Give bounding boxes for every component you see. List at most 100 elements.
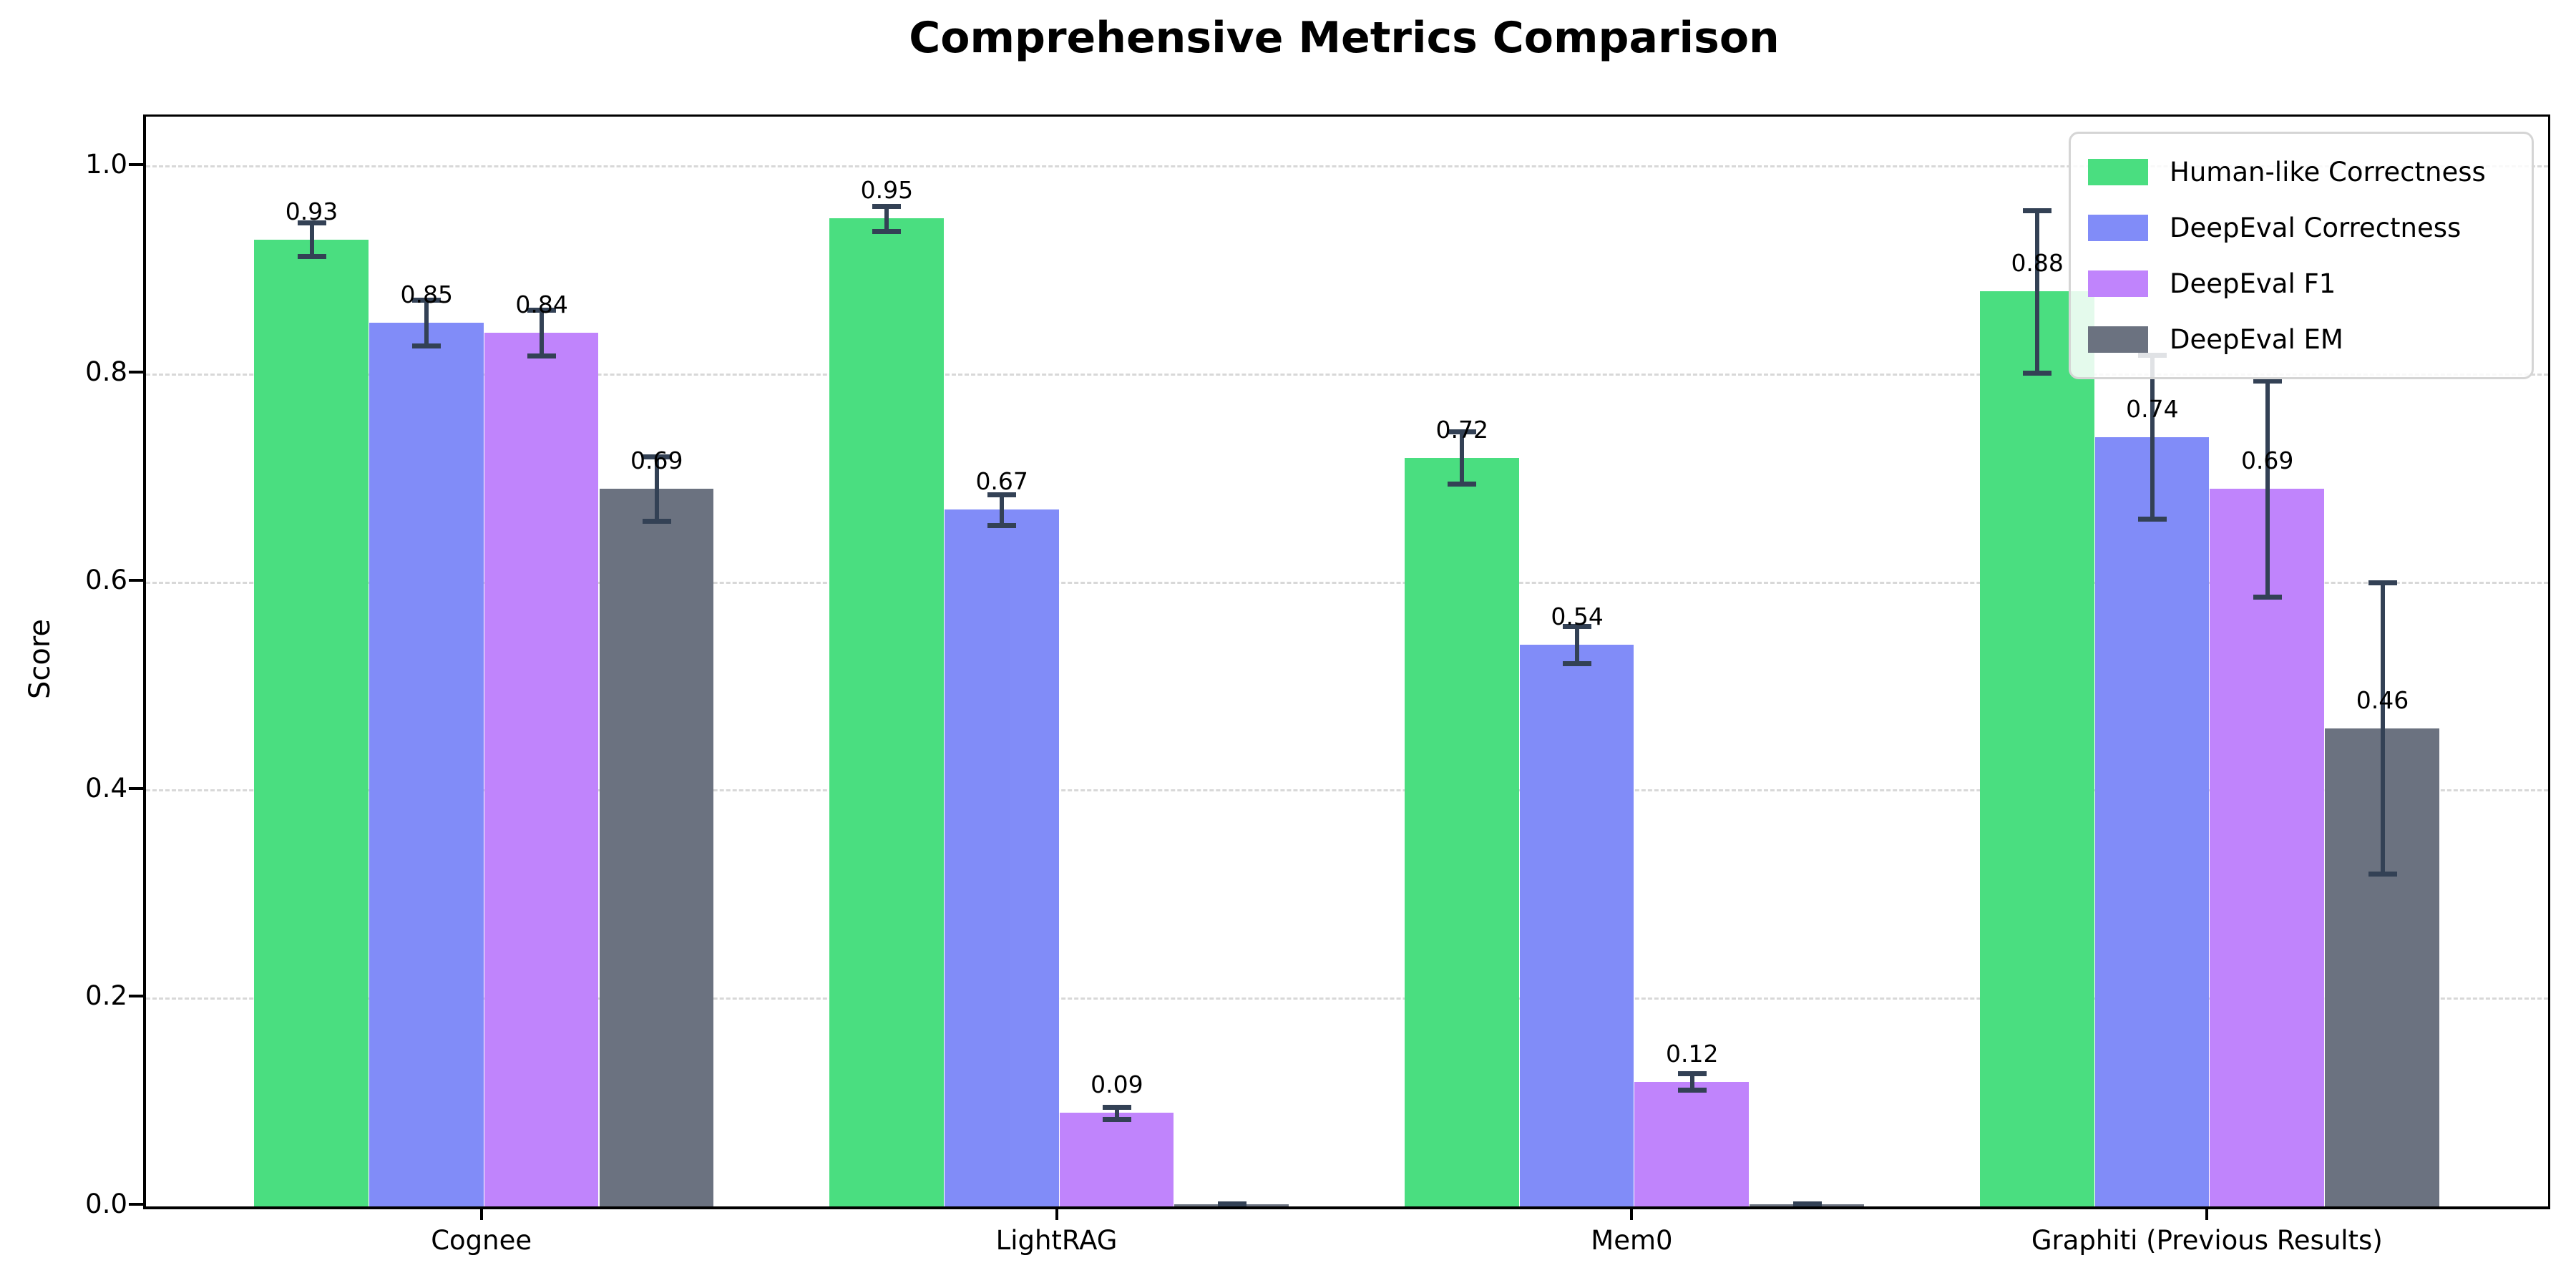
chart-title: Comprehensive Metrics Comparison xyxy=(909,13,1780,63)
bar-value-label: 0.54 xyxy=(1551,602,1604,631)
bar-value-label: 0.85 xyxy=(400,280,454,308)
y-tick-label: 0.4 xyxy=(85,772,127,804)
x-tick-mark xyxy=(479,1207,483,1220)
y-tick-mark xyxy=(129,1203,143,1206)
gridline xyxy=(146,165,2548,168)
bar xyxy=(1979,291,2094,1206)
gridline xyxy=(146,997,2548,1000)
x-tick-label: LightRAG xyxy=(995,1225,1118,1256)
error-bar-cap-bottom xyxy=(2023,370,2052,376)
error-bar-cap-bottom xyxy=(412,343,441,348)
error-bar-cap-top xyxy=(1102,1104,1131,1110)
y-tick-mark xyxy=(129,579,143,582)
bar xyxy=(829,218,944,1206)
x-tick-mark xyxy=(2205,1207,2209,1220)
error-bar-line xyxy=(2150,354,2155,519)
error-bar-cap-top xyxy=(2368,580,2397,586)
bar xyxy=(484,333,599,1206)
y-tick-mark xyxy=(129,371,143,374)
y-tick-mark xyxy=(129,786,143,790)
error-bar-cap-top xyxy=(2253,379,2282,384)
error-bar-cap-bottom xyxy=(1677,1088,1707,1093)
bar-value-label: 0.95 xyxy=(860,176,914,205)
error-bar-line xyxy=(1689,1073,1694,1091)
bar-value-label: 0.69 xyxy=(2240,447,2294,475)
error-bar-line xyxy=(654,457,659,522)
error-bar-cap-top xyxy=(1217,1201,1246,1206)
y-tick-label: 1.0 xyxy=(85,148,127,180)
error-bar-cap-top xyxy=(527,308,557,313)
legend-swatch xyxy=(2088,158,2148,185)
gridline xyxy=(146,581,2548,584)
error-bar-line xyxy=(424,299,429,346)
error-bar-cap-bottom xyxy=(2137,517,2167,522)
legend-label: DeepEval Correctness xyxy=(2170,212,2462,243)
bar-value-label: 0.12 xyxy=(1666,1039,1719,1068)
y-tick-mark xyxy=(129,162,143,166)
bar-value-label: 0.67 xyxy=(975,467,1028,496)
gridline xyxy=(146,373,2548,376)
y-tick-mark xyxy=(129,995,143,998)
x-tick-mark xyxy=(1055,1207,1058,1220)
legend-swatch xyxy=(2088,326,2148,353)
x-tick-label: Graphiti (Previous Results) xyxy=(2031,1225,2383,1256)
bar xyxy=(599,489,714,1206)
bar xyxy=(2094,436,2210,1206)
bar-value-label: 0.74 xyxy=(2126,394,2179,423)
bar xyxy=(2210,489,2325,1206)
bar xyxy=(1059,1113,1174,1206)
error-bar-line xyxy=(884,206,889,231)
bar-value-label: 0.93 xyxy=(285,197,338,225)
bar-value-label: 0.69 xyxy=(630,447,683,475)
bar xyxy=(254,239,369,1206)
bar-value-label: 0.09 xyxy=(1091,1070,1143,1099)
legend-label: DeepEval EM xyxy=(2170,323,2343,355)
error-bar-line xyxy=(1114,1106,1119,1119)
y-tick-label: 0.6 xyxy=(85,565,127,596)
bar xyxy=(369,322,484,1206)
error-bar-cap-top xyxy=(1563,624,1592,630)
y-axis-title: Score xyxy=(24,618,57,700)
error-bar-line xyxy=(2035,210,2040,373)
legend-swatch xyxy=(2088,214,2148,241)
error-bar-cap-bottom xyxy=(2368,872,2397,877)
error-bar-cap-bottom xyxy=(872,228,902,234)
error-bar-cap-top xyxy=(987,492,1017,497)
legend-label: Human-like Correctness xyxy=(2170,156,2486,187)
legend-item: DeepEval Correctness xyxy=(2088,200,2514,255)
error-bar-cap-bottom xyxy=(297,253,326,259)
error-bar-line xyxy=(1460,431,1465,484)
error-bar-cap-bottom xyxy=(987,523,1017,529)
error-bar-line xyxy=(1000,494,1005,526)
error-bar-cap-top xyxy=(2023,208,2052,213)
error-bar-cap-top xyxy=(642,454,671,460)
bar-value-label: 0.46 xyxy=(2356,686,2409,714)
error-bar-cap-bottom xyxy=(1563,661,1592,667)
error-bar-cap-top xyxy=(1792,1201,1822,1206)
error-bar-line xyxy=(2265,381,2270,597)
bar-value-label: 0.84 xyxy=(515,291,568,319)
error-bar-cap-top xyxy=(412,297,441,303)
error-bar-cap-top xyxy=(872,204,902,209)
bar xyxy=(1519,645,1634,1206)
y-tick-label: 0.8 xyxy=(85,356,127,388)
error-bar-cap-bottom xyxy=(1448,482,1477,487)
error-bar-cap-top xyxy=(1448,429,1477,435)
bar-value-label: 0.72 xyxy=(1435,415,1489,444)
legend-item: Human-like Correctness xyxy=(2088,144,2514,200)
error-bar-cap-bottom xyxy=(642,519,671,525)
y-tick-label: 0.0 xyxy=(85,1189,127,1219)
bar xyxy=(1634,1081,1750,1206)
legend: Human-like Correctness DeepEval Correctne… xyxy=(2069,132,2534,379)
legend-item: DeepEval EM xyxy=(2088,311,2514,367)
error-bar-cap-bottom xyxy=(1793,1207,1822,1209)
error-bar-cap-bottom xyxy=(1218,1207,1246,1209)
error-bar-cap-bottom xyxy=(1102,1116,1131,1122)
legend-item: DeepEval F1 xyxy=(2088,255,2514,311)
error-bar-line xyxy=(540,310,545,356)
error-bar-line xyxy=(1575,626,1580,664)
bar-value-label: 0.88 xyxy=(2011,249,2064,278)
error-bar-cap-bottom xyxy=(527,353,557,359)
y-tick-label: 0.2 xyxy=(85,980,127,1012)
